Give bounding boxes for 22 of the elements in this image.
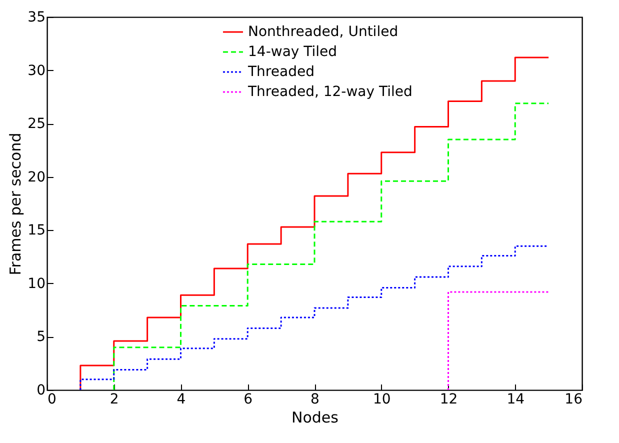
x-tick-label: 12 <box>440 392 458 408</box>
y-tick-label: 5 <box>36 329 46 346</box>
y-tick-label: 10 <box>28 276 46 292</box>
x-tick-label: 0 <box>48 392 56 408</box>
x-tick-label: 16 <box>564 392 583 408</box>
x-tick-label: 6 <box>244 392 253 408</box>
legend-label: Nonthreaded, Untiled <box>248 24 398 40</box>
y-tick-label: 30 <box>28 62 46 79</box>
legend-label: Threaded <box>247 64 314 80</box>
x-tick-label: 14 <box>506 392 525 408</box>
x-tick-label: 4 <box>176 392 186 408</box>
y-tick-label: 15 <box>28 222 46 239</box>
legend-label: Threaded, 12-way Tiled <box>247 84 412 100</box>
y-tick-label: 35 <box>28 10 46 26</box>
x-tick-label: 2 <box>110 392 119 408</box>
y-axis-title: Frames per second <box>6 132 25 276</box>
x-tick-label: 8 <box>310 392 320 408</box>
y-tick-label: 25 <box>28 116 46 132</box>
legend-label: 14-way Tiled <box>248 44 338 60</box>
x-axis-title: Nodes <box>292 408 339 426</box>
y-tick-label: 20 <box>28 169 46 186</box>
x-tick-label: 10 <box>372 392 391 408</box>
